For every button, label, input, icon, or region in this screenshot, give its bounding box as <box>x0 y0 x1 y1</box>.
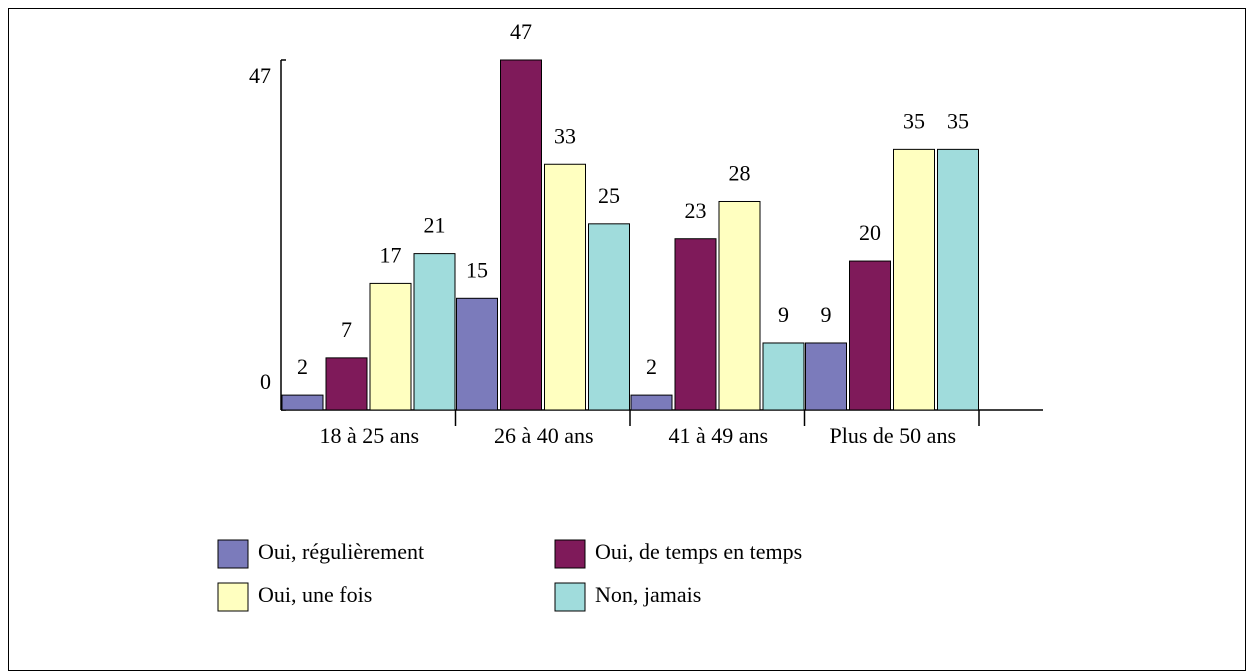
data-label: 21 <box>424 213 446 238</box>
bar <box>718 200 761 411</box>
x-tick-label: 41 à 49 ans <box>668 423 768 448</box>
data-label: 28 <box>729 161 751 186</box>
y-tick-label: 47 <box>249 63 271 88</box>
data-label: 9 <box>778 302 789 327</box>
data-label: 7 <box>341 317 352 342</box>
bar <box>588 223 630 411</box>
bar <box>630 394 673 411</box>
y-tick-label: 0 <box>260 369 271 394</box>
x-tick-label: 26 à 40 ans <box>494 423 594 448</box>
bar <box>413 253 456 411</box>
legend-swatch <box>554 582 586 612</box>
data-label: 15 <box>466 257 488 282</box>
bar <box>500 59 542 411</box>
data-label: 25 <box>598 183 620 208</box>
bar <box>325 357 368 411</box>
data-label: 23 <box>685 198 707 223</box>
legend-label: Oui, une fois <box>258 582 372 607</box>
legend-label: Oui, de temps en temps <box>595 539 802 564</box>
x-tick-label: Plus de 50 ans <box>830 423 957 448</box>
bar <box>762 342 805 411</box>
data-label: 47 <box>510 19 532 44</box>
bar <box>369 282 412 411</box>
legend-swatch <box>217 582 249 612</box>
bar <box>456 297 498 411</box>
x-tick-label: 18 à 25 ans <box>319 423 419 448</box>
bar <box>893 148 935 411</box>
bar <box>805 342 847 411</box>
legend-swatch <box>554 539 586 569</box>
data-label: 17 <box>380 242 402 267</box>
data-label: 20 <box>859 220 881 245</box>
legend-label: Non, jamais <box>595 582 701 607</box>
bar <box>937 148 979 411</box>
data-label: 9 <box>821 302 832 327</box>
data-label: 35 <box>947 108 969 133</box>
legend-label: Oui, régulièrement <box>258 539 424 564</box>
data-label: 33 <box>554 123 576 148</box>
bar <box>849 260 891 411</box>
data-label: 2 <box>297 354 308 379</box>
data-label: 2 <box>646 354 657 379</box>
data-label: 35 <box>903 108 925 133</box>
bar <box>544 163 586 411</box>
frame <box>8 8 1246 671</box>
bar <box>281 394 324 411</box>
bar <box>674 238 717 411</box>
legend-swatch <box>217 539 249 569</box>
